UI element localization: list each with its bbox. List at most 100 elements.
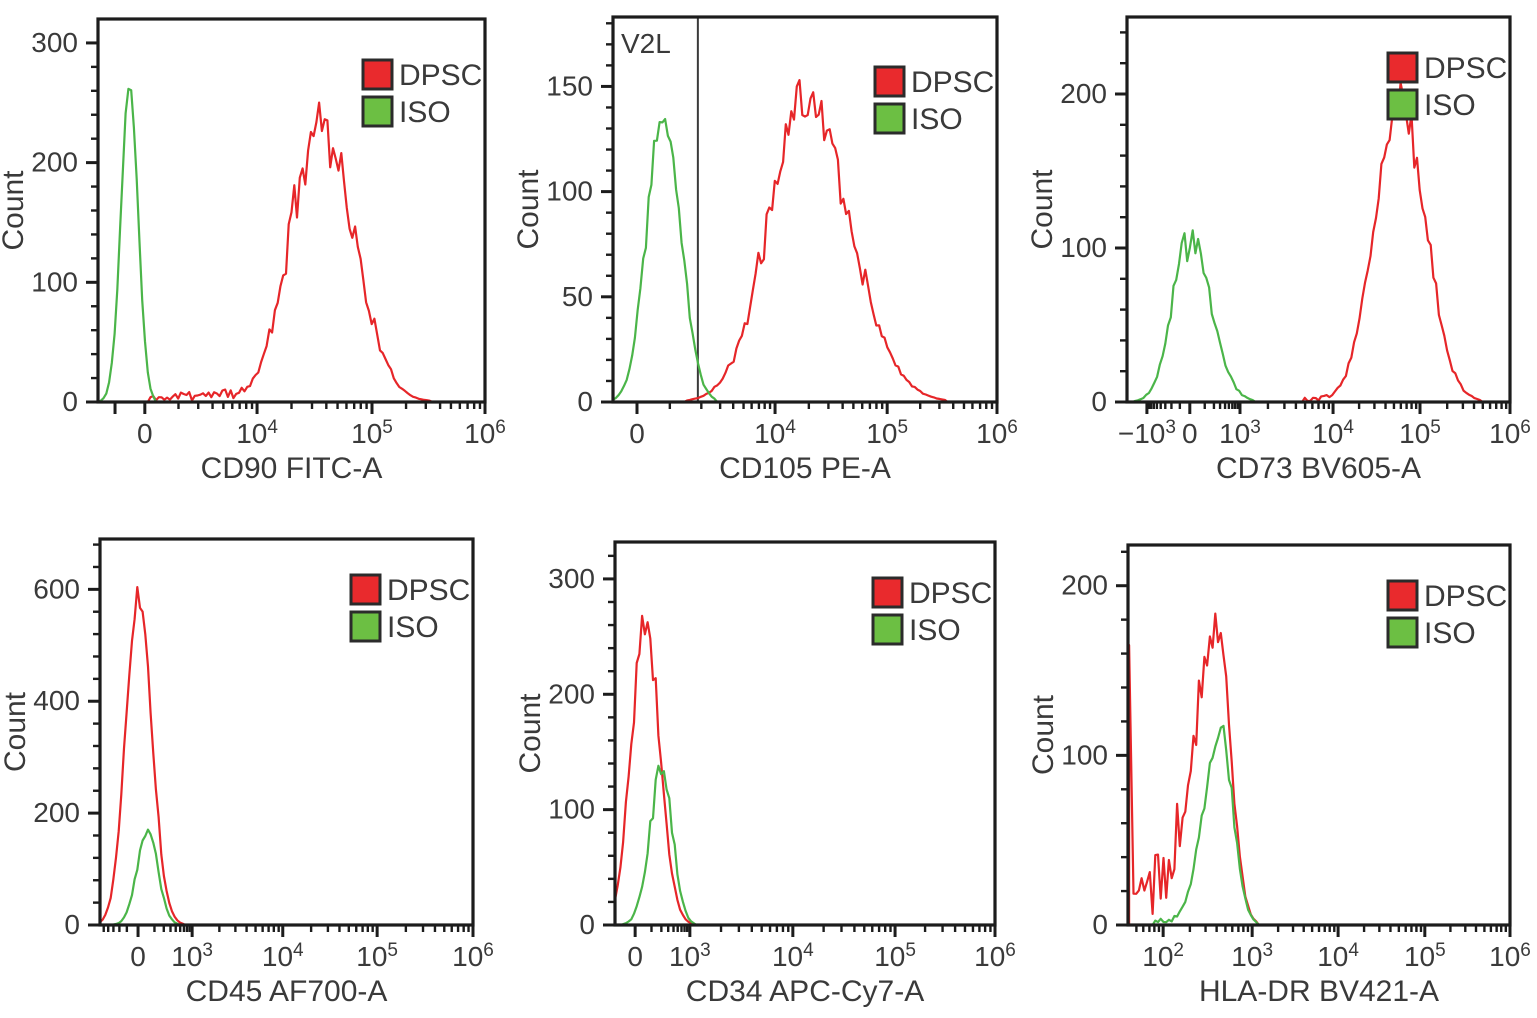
x-tick-label: 105 xyxy=(351,417,393,449)
y-tick-label: 100 xyxy=(1061,739,1108,770)
x-tick-label: 105 xyxy=(1399,417,1441,449)
x-tick-label: 104 xyxy=(1312,417,1354,449)
y-tick-label: 100 xyxy=(31,266,78,297)
x-tick-label: 104 xyxy=(1317,940,1359,972)
x-axis-ticks: 0 103 104 105 106 xyxy=(627,925,1016,972)
x-axis-label: CD90 FITC-A xyxy=(201,452,383,485)
legend-label-dpsc: DPSC xyxy=(399,59,482,92)
y-tick-label: 0 xyxy=(1092,909,1108,940)
histogram-curve-dpsc xyxy=(683,78,949,403)
histogram-curve-iso xyxy=(1132,229,1257,404)
x-tick-label: 0 xyxy=(130,941,146,972)
y-tick-label: 0 xyxy=(579,909,595,940)
x-tick-label: 0 xyxy=(1182,418,1198,449)
panel-cd34: 0 103 104 105 106 0 100 200 300 CD34 APC-Cy7-A Cou… xyxy=(514,540,1016,1008)
y-axis-ticks: 0 50 100 150 xyxy=(546,22,613,417)
legend-label-iso: ISO xyxy=(399,96,451,129)
y-axis-ticks: 0 100 200 xyxy=(1060,31,1127,417)
histogram-curve-iso xyxy=(620,764,698,927)
x-tick-label: 105 xyxy=(866,417,908,449)
y-tick-label: 100 xyxy=(546,176,593,207)
legend-swatch-dpsc xyxy=(1386,51,1419,84)
legend: DPSC ISO xyxy=(361,58,482,129)
plot-border xyxy=(1126,543,1512,927)
legend-label-iso: ISO xyxy=(911,103,963,136)
legend-swatch-dpsc xyxy=(1386,579,1419,612)
legend-label-dpsc: DPSC xyxy=(1424,52,1507,85)
x-tick-label: 104 xyxy=(262,940,304,972)
legend-swatch-iso xyxy=(349,610,382,643)
panel-cd90: 0 104 105 106 0 100 200 300 CD90 FITC-A Count DPSC… xyxy=(0,17,506,485)
histogram-curve-dpsc xyxy=(1301,81,1484,403)
legend: DPSC ISO xyxy=(871,576,992,647)
histogram-curve-iso xyxy=(611,117,719,403)
x-axis-ticks: 0 104 105 106 xyxy=(629,402,1018,449)
legend-swatch-dpsc xyxy=(349,573,382,606)
histogram-curve-iso xyxy=(1151,724,1260,926)
x-axis-ticks: −103 0 103 104 105 106 xyxy=(1118,402,1531,449)
x-tick-label: 103 xyxy=(1219,417,1261,449)
y-axis-ticks: 0 100 200 300 xyxy=(31,27,98,417)
x-tick-label: 105 xyxy=(356,940,398,972)
x-tick-label: 0 xyxy=(629,418,645,449)
y-axis-label: Count xyxy=(512,169,545,250)
legend-label-iso: ISO xyxy=(387,611,439,644)
legend-label-dpsc: DPSC xyxy=(909,577,992,610)
x-tick-label: 103 xyxy=(171,940,213,972)
y-axis-label: Count xyxy=(0,170,30,251)
plot-border xyxy=(96,17,487,404)
panel-hladr: 102 103 104 105 106 0 100 200 HLA-DR BV421-A Coun… xyxy=(1027,543,1531,1008)
y-tick-label: 200 xyxy=(31,147,78,178)
legend-swatch-iso xyxy=(873,102,906,135)
plot-border xyxy=(1125,15,1512,404)
x-tick-label: 105 xyxy=(874,940,916,972)
legend: DPSC ISO xyxy=(1386,51,1507,122)
y-axis-label: Count xyxy=(1027,694,1060,775)
x-tick-label: 102 xyxy=(1142,940,1184,972)
x-tick-label: 103 xyxy=(669,940,711,972)
y-axis-label: Count xyxy=(0,691,32,772)
x-tick-label: 104 xyxy=(772,940,814,972)
y-tick-label: 300 xyxy=(31,27,78,58)
x-axis-ticks: 0 103 104 105 106 xyxy=(102,925,494,972)
legend-swatch-dpsc xyxy=(871,576,904,609)
x-tick-label: −103 xyxy=(1118,417,1176,449)
legend-label-iso: ISO xyxy=(1424,89,1476,122)
x-tick-label: 103 xyxy=(1231,940,1273,972)
x-tick-label: 0 xyxy=(627,941,643,972)
y-tick-label: 100 xyxy=(548,794,595,825)
x-axis-label: HLA-DR BV421-A xyxy=(1199,975,1439,1008)
y-axis-ticks: 0 100 200 xyxy=(1061,550,1128,940)
x-axis-ticks: 102 103 104 105 106 xyxy=(1135,925,1531,972)
x-tick-label: 106 xyxy=(974,940,1016,972)
y-tick-label: 150 xyxy=(546,70,593,101)
y-tick-label: 0 xyxy=(62,386,78,417)
panel-cd45: 0 103 104 105 106 0 200 400 600 CD45 AF700-A Count… xyxy=(0,537,494,1008)
legend-swatch-iso xyxy=(1386,616,1419,649)
x-tick-label: 104 xyxy=(236,417,278,449)
x-tick-label: 106 xyxy=(1489,417,1531,449)
y-tick-label: 200 xyxy=(1061,570,1108,601)
legend-swatch-dpsc xyxy=(873,65,906,98)
x-tick-label: 0 xyxy=(137,418,153,449)
y-axis-ticks: 0 100 200 300 xyxy=(548,554,615,940)
legend-label-iso: ISO xyxy=(1424,617,1476,650)
x-tick-label: 106 xyxy=(452,940,494,972)
y-tick-label: 300 xyxy=(548,563,595,594)
plot-border xyxy=(98,537,475,927)
panel-cd105: 0 104 105 106 0 50 100 150 V2L CD105 PE-A Count DPS… xyxy=(512,15,1018,485)
y-tick-label: 200 xyxy=(548,678,595,709)
legend: DPSC ISO xyxy=(873,65,994,136)
legend-swatch-iso xyxy=(871,613,904,646)
histogram-curve-iso xyxy=(97,87,158,403)
legend: DPSC ISO xyxy=(349,573,470,644)
legend-swatch-iso xyxy=(361,95,394,128)
histogram-curve-dpsc xyxy=(613,614,695,926)
y-tick-label: 200 xyxy=(33,797,80,828)
x-tick-label: 104 xyxy=(754,417,796,449)
x-axis-label: CD105 PE-A xyxy=(719,452,891,485)
y-tick-label: 0 xyxy=(1091,386,1107,417)
x-tick-label: 106 xyxy=(976,417,1018,449)
